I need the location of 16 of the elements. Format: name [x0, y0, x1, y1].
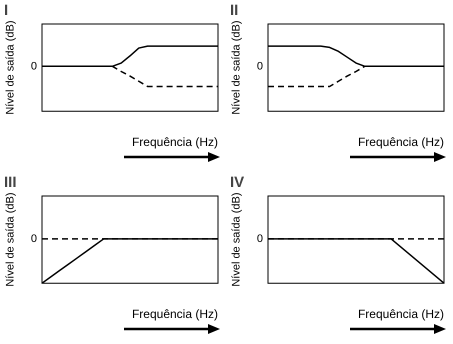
x-axis-title: Frequência (Hz): [132, 307, 218, 322]
chart-title: I: [4, 2, 8, 20]
chart-title: IV: [230, 174, 244, 192]
text: 0: [256, 232, 263, 245]
x-axis-title: Frequência (Hz): [358, 135, 444, 150]
text: 0: [30, 60, 37, 72]
y-axis-title: Nível de saída (dB): [4, 192, 17, 287]
y-axis-title: Nível de saída (dB): [230, 192, 243, 287]
chart-title: II: [230, 2, 238, 20]
text: 0: [256, 60, 263, 72]
text: 0: [30, 232, 37, 245]
chart-title: III: [4, 174, 17, 192]
x-axis-title: Frequência (Hz): [358, 307, 444, 322]
y-axis-title: Nível de saída (dB): [230, 20, 243, 115]
x-axis-title: Frequência (Hz): [132, 135, 218, 150]
y-axis-title: Nível de saída (dB): [4, 20, 17, 115]
